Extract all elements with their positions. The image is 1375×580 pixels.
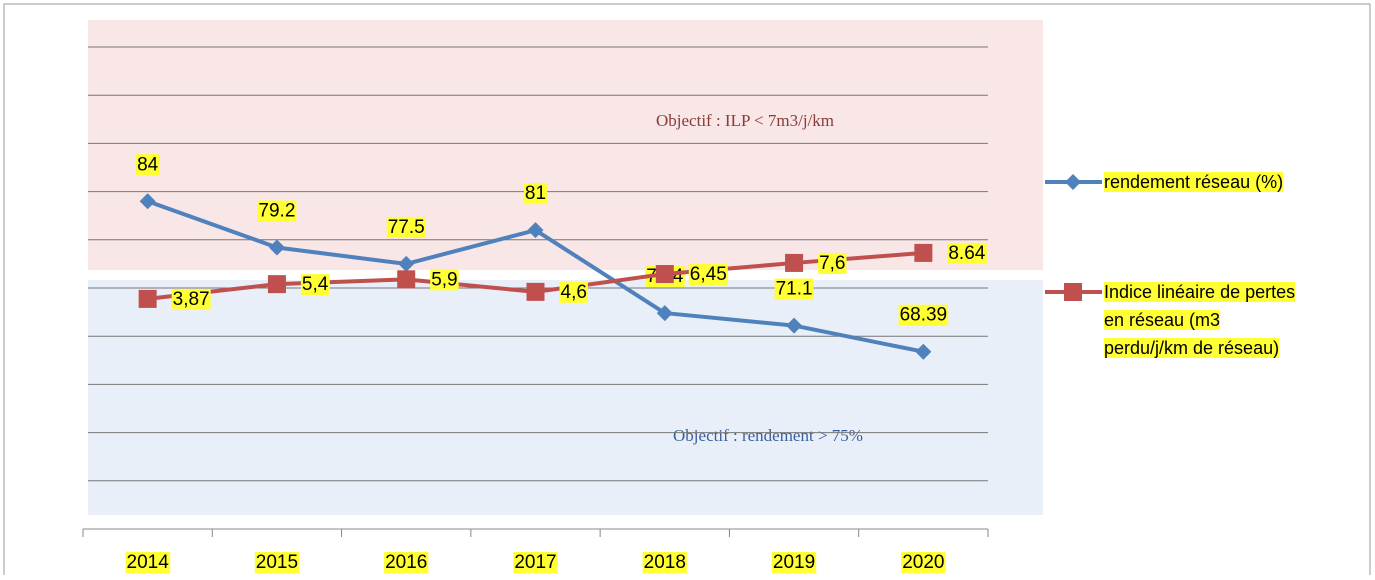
legend-entry: Indice linéaire de pertes en réseau (m3 … (1104, 278, 1304, 362)
data-label: 68.39 (900, 305, 948, 326)
data-label: 6,45 (690, 264, 727, 285)
marker (268, 239, 285, 256)
annotation: Objectif : ILP < 7m3/j/km (656, 111, 834, 130)
data-label: 5,4 (302, 274, 329, 295)
label-bg (818, 252, 847, 274)
data-label: 71.1 (776, 279, 813, 300)
label-bg (386, 216, 426, 238)
data-label: 81 (525, 183, 546, 204)
x-tick-label: 2016 (385, 552, 427, 573)
label-bg (901, 552, 946, 574)
label-bg (384, 552, 429, 574)
marker (397, 270, 416, 289)
marker (785, 253, 804, 272)
data-label: 77.5 (388, 217, 425, 238)
legend-label: rendement réseau (%) (1104, 172, 1284, 192)
x-tick-label: 2019 (773, 552, 815, 573)
label-bg (771, 552, 817, 574)
data-label: 7,6 (819, 253, 845, 274)
marker (656, 305, 673, 322)
label-bg (125, 552, 171, 574)
label-bg (254, 552, 300, 574)
data-label: 8.64 (948, 243, 985, 264)
marker (655, 265, 674, 284)
label-bg (774, 278, 814, 300)
label-bg (523, 183, 548, 205)
label-bg (688, 264, 728, 286)
label-bg (430, 269, 459, 291)
data-label: 5,9 (431, 269, 457, 290)
label-bg (257, 200, 297, 222)
marker (786, 317, 803, 334)
target-zone-rendement (88, 280, 1043, 515)
data-label: 79.2 (258, 201, 295, 222)
label-bg (559, 281, 588, 303)
marker (398, 255, 415, 272)
label-bg (300, 274, 330, 296)
legend-marker (1064, 283, 1082, 301)
marker (139, 193, 156, 210)
data-label: 84 (137, 154, 159, 175)
label-bg (136, 154, 160, 176)
label-bg (171, 288, 211, 310)
marker (526, 282, 545, 301)
x-tick-label: 2020 (902, 552, 944, 573)
marker (527, 222, 544, 239)
chart-border (3, 3, 1371, 580)
label-bg (642, 552, 687, 574)
data-label: 3,87 (173, 289, 210, 310)
label-bg (947, 242, 987, 264)
x-tick-label: 2014 (127, 552, 170, 573)
x-tick-label: 2018 (644, 552, 686, 573)
marker (138, 289, 157, 308)
legend-marker (1065, 174, 1081, 190)
legend-label: Indice linéaire de pertes en réseau (m3 … (1104, 282, 1296, 358)
annotation: Objectif : rendement > 75% (673, 426, 863, 445)
marker (267, 275, 286, 294)
legend-entry: rendement réseau (%) (1104, 168, 1304, 196)
x-tick-label: 2017 (514, 552, 556, 573)
label-bg (513, 552, 558, 574)
target-zone-ilp (88, 20, 1043, 270)
data-label: 4,6 (561, 282, 587, 303)
marker (914, 243, 933, 262)
marker (915, 343, 932, 360)
label-bg (898, 304, 949, 326)
x-tick-label: 2015 (256, 552, 298, 573)
